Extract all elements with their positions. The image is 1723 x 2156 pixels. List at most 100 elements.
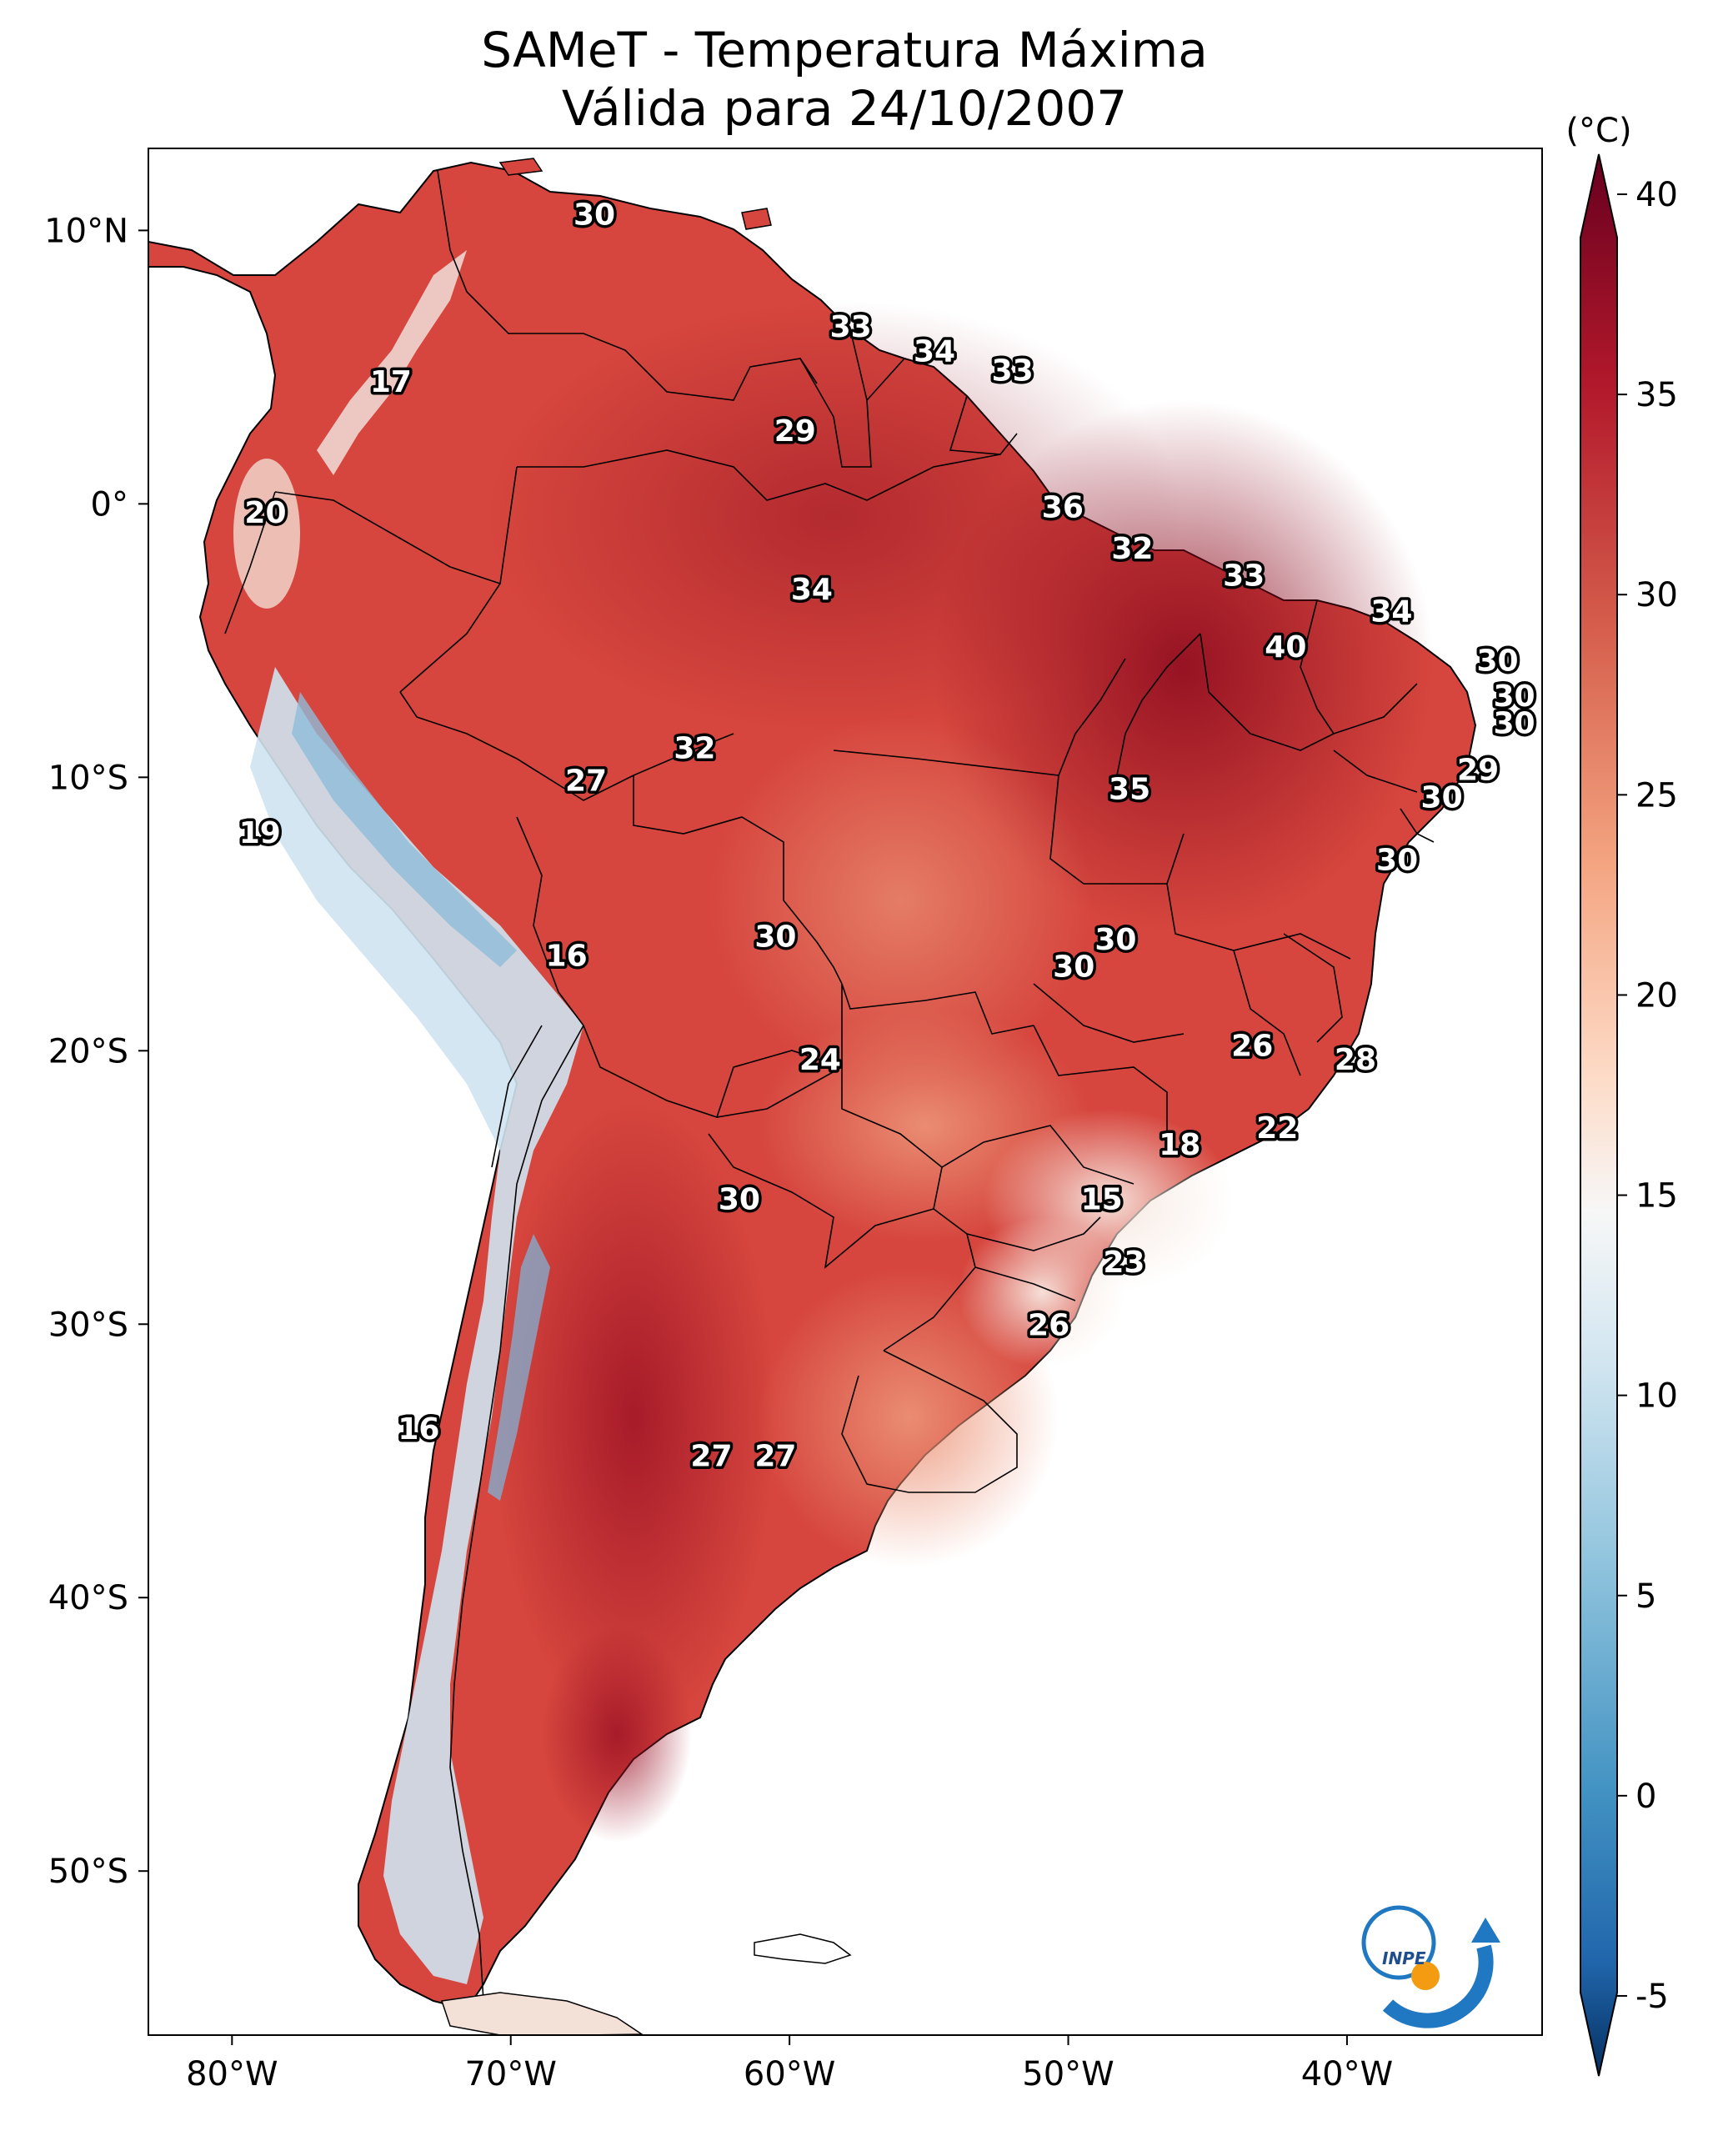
contour-label: 30 — [1376, 844, 1418, 878]
lat-tick-label: 10°N — [44, 212, 128, 250]
colorbar-tick-label: 20 — [1635, 976, 1678, 1015]
contour-label: 30 — [1421, 780, 1463, 815]
latitude-axis: 10°N 0° 10°S 20°S 30°S 40°S 50°S — [44, 212, 148, 1891]
temperature-field — [233, 250, 1434, 1984]
colorbar-tick-label: 15 — [1635, 1177, 1678, 1216]
contour-label: 40 — [1265, 630, 1306, 664]
map-frame — [148, 148, 1543, 2036]
border-brazil-states-12 — [1333, 750, 1418, 793]
border-brazil-states-2 — [1049, 775, 1185, 885]
contour-label: 32 — [674, 731, 715, 765]
warm-region-central-brazil — [709, 717, 1092, 1084]
contour-label: 27 — [690, 1440, 732, 1474]
country-borders — [224, 170, 1435, 2002]
logo-arrow-icon — [1471, 1918, 1500, 1943]
colorbar-tick-label: 30 — [1635, 576, 1678, 614]
colorbar-tick-label: 0 — [1635, 1777, 1656, 1816]
falkland-islands — [754, 1933, 852, 1964]
contour-label: 32 — [1111, 532, 1153, 566]
border-bolivia-brazil — [633, 775, 843, 985]
contour-label: 30 — [754, 920, 796, 955]
contour-label: 16 — [398, 1412, 439, 1447]
lon-tick-label: 50°W — [1022, 2055, 1114, 2093]
colorbar: (°C) 40 35 30 25 20 15 10 5 0 -5 — [1565, 112, 1678, 2077]
border-chile-north — [491, 1025, 543, 1168]
border-brazil-states-14 — [1283, 933, 1343, 1043]
contour-label: 23 — [1103, 1246, 1144, 1280]
contour-label: 30 — [1476, 644, 1518, 678]
colorbar-tick-label: 25 — [1635, 776, 1678, 815]
border-guianas — [799, 358, 905, 468]
border-paraguay — [708, 1050, 943, 1269]
lat-tick-label: 50°S — [48, 1853, 128, 1891]
colorbar-tick-label: -5 — [1635, 1978, 1669, 2016]
contour-label: 28 — [1335, 1043, 1376, 1077]
colorbar-tick-label: 40 — [1635, 176, 1678, 214]
border-uruguay — [841, 1350, 1018, 1493]
islands — [441, 158, 852, 2035]
contour-label: 18 — [1159, 1128, 1200, 1162]
caribbean-coast-islands — [498, 158, 543, 176]
border-brazil-states-10 — [1200, 633, 1418, 751]
lat-tick-label: 20°S — [48, 1032, 128, 1070]
border-colombia-ecuador-peru — [274, 491, 501, 584]
border-brazil-states-8 — [966, 1216, 1101, 1251]
contour-label: 33 — [1223, 559, 1265, 594]
hot-region-patagonia — [542, 1626, 692, 1843]
lat-tick-label: 30°S — [48, 1306, 128, 1344]
logo-sun-icon — [1411, 1962, 1440, 1990]
border-colombia-brazil — [399, 466, 518, 693]
logo-text: INPE — [1382, 1948, 1426, 1968]
contour-label: 26 — [1231, 1030, 1273, 1064]
lon-tick-label: 60°W — [744, 2055, 835, 2093]
hot-region-argentina — [492, 1101, 775, 1734]
contour-label: 34 — [914, 335, 955, 369]
lat-tick-label: 0° — [91, 485, 128, 524]
colorbar-ticks: 40 35 30 25 20 15 10 5 0 -5 — [1617, 176, 1678, 2016]
contour-label: 33 — [992, 354, 1034, 389]
border-ecuador-peru — [224, 491, 276, 634]
colombia-andes-white — [317, 250, 467, 475]
lat-tick-label: 40°S — [48, 1579, 128, 1617]
andes-peak-blue — [292, 692, 517, 967]
colorbar-tick-label: 10 — [1635, 1377, 1678, 1416]
andes-south-blue — [488, 1234, 550, 1501]
contour-label: 33 — [830, 310, 872, 344]
border-brazil-states-13 — [1400, 808, 1435, 843]
colorbar-unit-label: (°C) — [1565, 112, 1631, 150]
border-peru-bolivia — [516, 816, 584, 1026]
contour-label: 30 — [1053, 950, 1094, 985]
contour-label: 27 — [565, 765, 607, 799]
ecuador-cool — [233, 459, 300, 609]
trinidad — [741, 208, 772, 230]
contour-label: 16 — [546, 940, 588, 974]
border-brazil-states-4 — [1033, 983, 1185, 1043]
contour-label: 22 — [1256, 1111, 1298, 1146]
border-brazil-states-11 — [1300, 599, 1335, 735]
contour-label: 30 — [1094, 923, 1136, 957]
contour-label: 17 — [370, 365, 412, 399]
contour-label: 34 — [791, 573, 833, 607]
contour-label: 34 — [1370, 594, 1412, 629]
border-brazil-north — [517, 449, 1001, 501]
border-suriname-fg — [949, 395, 1018, 455]
contour-label: 30 — [719, 1182, 760, 1216]
border-brazil-states-15 — [1233, 950, 1301, 1076]
logo-orbit-arc — [1382, 1944, 1494, 2028]
border-brazil-states-16 — [1116, 633, 1201, 776]
chart-title-line2: Válida para 24/10/2007 — [562, 80, 1127, 137]
border-chile-argentina — [449, 1025, 584, 2002]
contour-label: 30 — [1494, 707, 1535, 741]
cool-region-serra — [959, 1217, 1125, 1367]
contour-label: 29 — [1457, 753, 1499, 787]
chart-title-line1: SAMeT - Temperatura Máxima — [481, 22, 1208, 78]
contour-label: 15 — [1081, 1182, 1123, 1216]
border-brazil-states-5 — [841, 983, 1034, 1035]
contour-label: 26 — [1028, 1308, 1069, 1342]
longitude-axis: 80°W 70°W 60°W 50°W 40°W — [186, 2035, 1393, 2093]
colorbar-body — [1580, 153, 1618, 2077]
border-guyana-suriname — [849, 328, 868, 401]
contour-label: 19 — [239, 816, 281, 850]
inpe-logo: INPE — [1361, 1905, 1500, 2028]
